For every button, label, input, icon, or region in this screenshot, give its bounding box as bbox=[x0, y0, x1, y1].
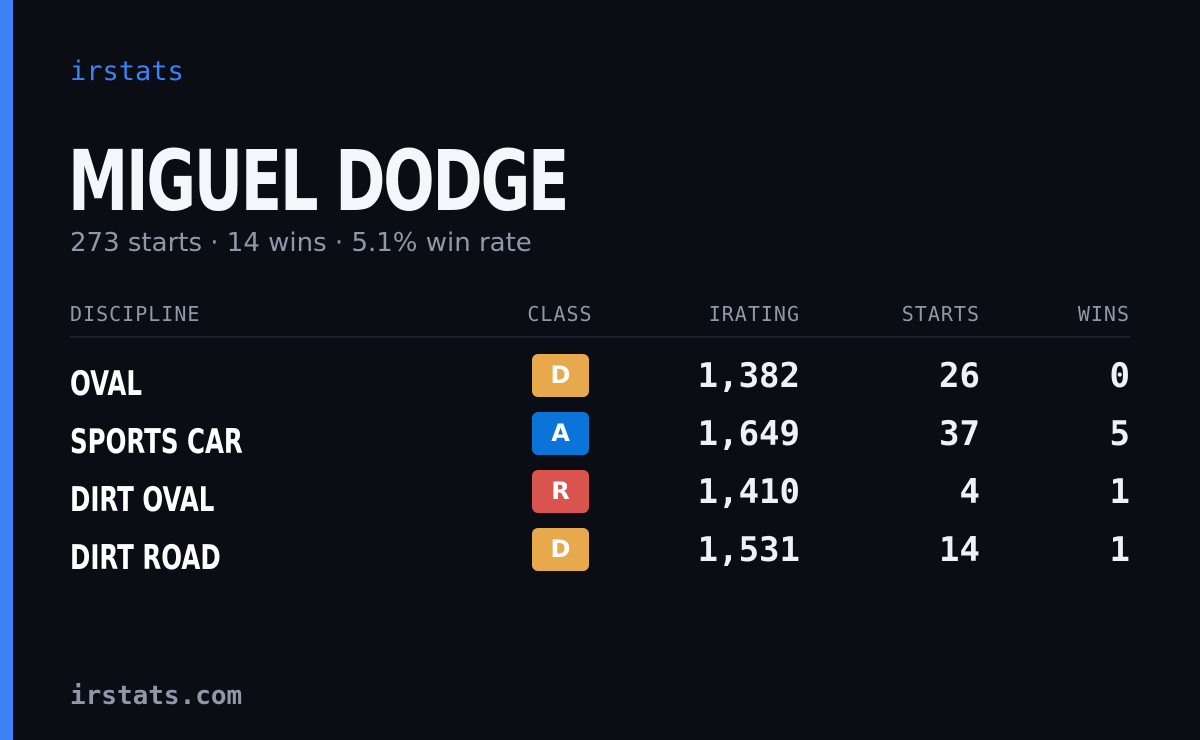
irating-value: 1,649 bbox=[697, 414, 800, 454]
irating-value: 1,531 bbox=[697, 530, 800, 570]
discipline-label: SPORTS CAR bbox=[70, 422, 243, 462]
brand-logo: irstats bbox=[70, 56, 184, 87]
wins-value: 1 bbox=[1109, 472, 1130, 512]
header-divider bbox=[70, 336, 1130, 338]
footer-url: irstats.com bbox=[70, 681, 243, 711]
irating-value: 1,382 bbox=[697, 356, 800, 396]
irating-value: 1,410 bbox=[697, 472, 800, 512]
table-row: SPORTS CAR A 1,649 37 5 bbox=[0, 412, 1200, 470]
starts-value: 14 bbox=[939, 530, 980, 570]
player-summary: 273 starts · 14 wins · 5.1% win rate bbox=[70, 228, 532, 258]
class-badge: D bbox=[532, 354, 589, 397]
discipline-label: OVAL bbox=[70, 364, 142, 404]
discipline-label: DIRT OVAL bbox=[70, 480, 215, 520]
class-badge: D bbox=[532, 528, 589, 571]
wins-value: 0 bbox=[1109, 356, 1130, 396]
table-row: DIRT ROAD D 1,531 14 1 bbox=[0, 528, 1200, 586]
header-discipline: DISCIPLINE bbox=[70, 302, 201, 326]
starts-value: 26 bbox=[939, 356, 980, 396]
header-class: CLASS bbox=[527, 302, 593, 326]
table-row: DIRT OVAL R 1,410 4 1 bbox=[0, 470, 1200, 528]
discipline-label: DIRT ROAD bbox=[70, 538, 221, 578]
starts-value: 37 bbox=[939, 414, 980, 454]
table-row: OVAL D 1,382 26 0 bbox=[0, 354, 1200, 412]
header-irating: IRATING bbox=[708, 302, 800, 326]
header-starts: STARTS bbox=[901, 302, 980, 326]
wins-value: 5 bbox=[1109, 414, 1130, 454]
accent-bar bbox=[0, 0, 13, 740]
class-badge: A bbox=[532, 412, 589, 455]
header-wins: WINS bbox=[1077, 302, 1130, 326]
player-name: MIGUEL DODGE bbox=[68, 132, 569, 230]
class-badge: R bbox=[532, 470, 589, 513]
wins-value: 1 bbox=[1109, 530, 1130, 570]
starts-value: 4 bbox=[959, 472, 980, 512]
